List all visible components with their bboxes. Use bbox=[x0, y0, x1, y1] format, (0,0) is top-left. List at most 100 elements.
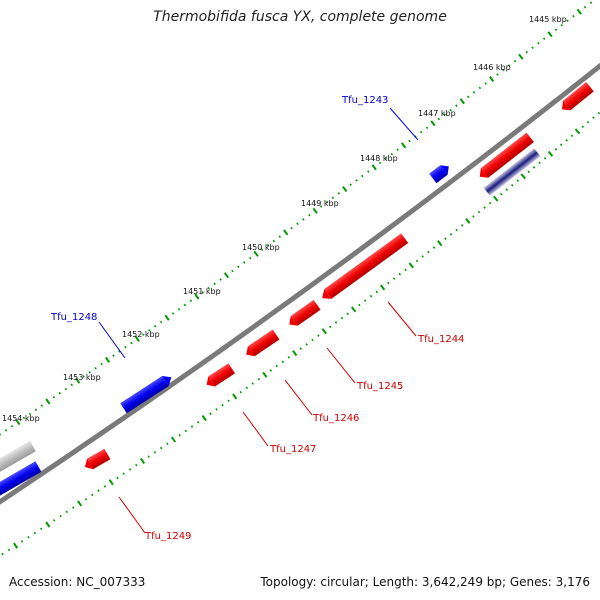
minor-tick bbox=[305, 343, 308, 346]
minor-tick bbox=[116, 476, 119, 480]
minor-tick bbox=[196, 421, 200, 424]
major-tick bbox=[283, 229, 289, 236]
major-tick bbox=[201, 415, 207, 422]
minor-tick bbox=[415, 259, 419, 263]
topology-info-text: Topology: circular; Length: 3,642,249 bp… bbox=[260, 575, 590, 589]
minor-tick bbox=[432, 246, 436, 249]
gene-forward-edge[interactable] bbox=[0, 461, 42, 503]
minor-tick bbox=[296, 222, 299, 226]
minor-tick bbox=[328, 325, 332, 329]
minor-tick bbox=[266, 244, 270, 247]
minor-tick bbox=[239, 390, 242, 394]
minor-tick bbox=[260, 248, 264, 251]
gene-label-tfu-1249[interactable]: Tfu_1249 bbox=[144, 531, 191, 542]
minor-tick bbox=[572, 14, 575, 18]
scale-label: 1450 kbp bbox=[242, 243, 280, 252]
gene-label-tfu-1243[interactable]: Tfu_1243 bbox=[341, 95, 388, 106]
minor-tick bbox=[20, 540, 24, 543]
reverse-genes[interactable] bbox=[82, 82, 594, 472]
minor-tick bbox=[59, 514, 62, 518]
minor-tick bbox=[22, 416, 26, 420]
minor-tick bbox=[97, 489, 100, 492]
major-tick bbox=[104, 356, 111, 363]
genome-backbone bbox=[0, 62, 600, 505]
minor-tick bbox=[398, 272, 402, 276]
scale-label: 1454 kbp bbox=[2, 414, 40, 423]
minor-tick bbox=[72, 506, 75, 509]
minor-tick bbox=[290, 226, 293, 230]
minor-tick bbox=[597, 111, 600, 115]
minor-tick bbox=[243, 261, 246, 264]
minor-tick bbox=[537, 41, 540, 45]
major-tick bbox=[108, 479, 114, 486]
major-tick bbox=[371, 164, 377, 171]
minor-tick bbox=[33, 531, 37, 535]
minor-tick bbox=[427, 250, 430, 254]
minor-tick bbox=[478, 86, 482, 90]
minor-tick bbox=[477, 210, 481, 214]
gene-reverse-navy[interactable] bbox=[483, 148, 541, 196]
minor-tick bbox=[554, 148, 558, 151]
minor-tick bbox=[118, 350, 121, 353]
major-tick bbox=[408, 262, 414, 269]
gene-label-tfu-1248[interactable]: Tfu_1248 bbox=[50, 312, 97, 323]
minor-tick bbox=[159, 446, 163, 450]
gene-tfu-1249[interactable] bbox=[82, 448, 111, 472]
gene-reverse-upper-b[interactable] bbox=[558, 82, 594, 114]
minor-tick bbox=[153, 324, 157, 328]
minor-tick bbox=[201, 291, 204, 294]
minor-tick bbox=[166, 442, 169, 446]
minor-tick bbox=[472, 91, 476, 94]
minor-tick bbox=[209, 412, 212, 415]
gene-tfu-1248[interactable] bbox=[120, 372, 174, 414]
major-tick bbox=[194, 293, 200, 300]
minor-tick bbox=[581, 125, 585, 129]
minor-tick bbox=[361, 174, 364, 178]
minor-tick bbox=[171, 312, 175, 315]
gene-tfu-1243[interactable] bbox=[429, 162, 452, 184]
gene-tfu-1246[interactable] bbox=[243, 329, 280, 360]
minor-tick bbox=[542, 37, 546, 40]
major-tick bbox=[379, 284, 386, 291]
minor-tick bbox=[1, 552, 4, 556]
gene-tfu-1245[interactable] bbox=[286, 299, 321, 329]
minor-tick bbox=[190, 425, 194, 428]
major-tick bbox=[342, 186, 348, 193]
major-tick bbox=[547, 150, 554, 157]
gene-label-tfu-1244[interactable]: Tfu_1244 bbox=[417, 334, 464, 345]
outer-tick-ring bbox=[0, 1, 593, 436]
major-tick bbox=[15, 419, 21, 426]
minor-tick bbox=[0, 433, 2, 436]
minor-tick bbox=[483, 206, 486, 209]
gene-tfu-1247[interactable] bbox=[203, 363, 236, 389]
minor-tick bbox=[231, 269, 234, 273]
gene-label-tfu-1245[interactable]: Tfu_1245 bbox=[356, 381, 403, 392]
gene-label-tfu-1246[interactable]: Tfu_1246 bbox=[312, 413, 359, 424]
gene-tfu-1244[interactable] bbox=[319, 233, 409, 303]
minor-tick bbox=[219, 278, 222, 281]
minor-tick bbox=[287, 356, 291, 359]
minor-tick bbox=[502, 68, 505, 72]
minor-tick bbox=[7, 548, 11, 552]
minor-tick bbox=[349, 183, 352, 186]
major-tick bbox=[465, 217, 471, 224]
gene-reverse-upper-a[interactable] bbox=[476, 132, 534, 182]
gene-pseudo-edge[interactable] bbox=[0, 440, 36, 480]
minor-tick bbox=[369, 294, 373, 298]
minor-tick bbox=[449, 108, 452, 112]
minor-tick bbox=[331, 196, 335, 200]
minor-tick bbox=[516, 179, 520, 183]
major-tick bbox=[576, 8, 582, 15]
minor-tick bbox=[184, 429, 188, 433]
gene-label-tfu-1247[interactable]: Tfu_1247 bbox=[269, 444, 316, 455]
minor-tick bbox=[245, 386, 249, 390]
minor-tick bbox=[94, 366, 97, 370]
minor-tick bbox=[183, 303, 187, 307]
scale-label: 1448 kbp bbox=[360, 154, 398, 163]
major-tick bbox=[488, 75, 495, 83]
major-tick bbox=[75, 377, 81, 384]
forward-genes bbox=[0, 162, 452, 503]
minor-tick bbox=[135, 463, 138, 467]
minor-tick bbox=[538, 161, 541, 165]
minor-tick bbox=[237, 265, 240, 268]
